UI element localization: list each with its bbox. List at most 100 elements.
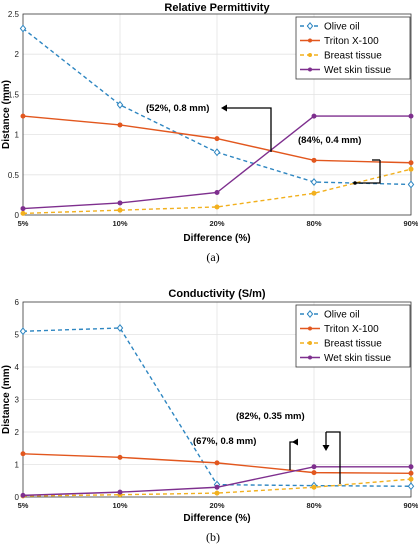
data-point: [311, 484, 317, 490]
legend-label: Wet skin tissue: [324, 65, 391, 76]
legend-label: Breast tissue: [324, 51, 382, 62]
annotation-arrowhead: [322, 445, 330, 451]
data-point: [408, 470, 414, 476]
data-point: [213, 148, 221, 157]
x-tick-label: 20%: [209, 501, 224, 510]
y-tick-label: 1.5: [8, 90, 20, 99]
data-point: [20, 113, 26, 119]
x-tick-label: 10%: [112, 501, 127, 510]
legend-label: Triton X-100: [324, 324, 379, 335]
legend-label: Breast tissue: [324, 339, 382, 350]
data-point: [311, 190, 317, 196]
y-tick-label: 4: [15, 363, 20, 372]
x-tick-label: 90%: [403, 501, 418, 510]
y-tick-label: 5: [15, 331, 20, 340]
legend-marker: [306, 310, 314, 318]
data-point: [214, 136, 220, 142]
y-axis-label: Distance (mm): [1, 365, 12, 434]
annotation-leader: [227, 107, 272, 152]
annotation-arrowhead: [292, 438, 298, 446]
x-tick-label: 10%: [112, 219, 127, 228]
y-tick-label: 0.5: [8, 171, 20, 180]
x-tick-label: 20%: [209, 219, 224, 228]
legend-marker: [308, 326, 312, 331]
legend-label: Wet skin tissue: [324, 353, 391, 364]
legend-label: Triton X-100: [324, 36, 379, 47]
y-tick-label: 6: [15, 298, 20, 307]
chart-title: Conductivity (S/m): [168, 288, 266, 300]
annotation-point: [353, 181, 357, 185]
legend-marker: [308, 38, 312, 43]
annotation-label: (82%, 0.35 mm): [236, 411, 305, 422]
annotation-label: (67%, 0.8 mm): [193, 436, 256, 447]
annotations: (52%, 0.8 mm) (84%, 0.4 mm) (67%, 0.8 mm) (…: [146, 103, 381, 484]
legend-marker: [308, 67, 312, 72]
data-point: [214, 484, 220, 490]
legend-box: [295, 304, 411, 368]
data-point: [408, 476, 414, 482]
y-tick-label: 1: [15, 131, 20, 140]
x-tick-label: 80%: [306, 219, 321, 228]
data-point: [311, 113, 317, 119]
data-point: [20, 206, 26, 212]
legend-label: Olive oil: [324, 22, 360, 33]
x-axis-label: Difference (%): [183, 513, 250, 524]
data-point: [311, 464, 317, 470]
data-point: [214, 204, 220, 210]
data-point: [214, 189, 220, 195]
data-point: [407, 482, 415, 491]
data-point: [20, 492, 26, 498]
annotation-leader: [326, 431, 341, 484]
chart-title: Relative Permittivity: [164, 2, 270, 14]
x-tick-label: 80%: [306, 501, 321, 510]
data-point: [117, 207, 123, 213]
data-point: [408, 160, 414, 166]
x-axis-label: Difference (%): [183, 233, 250, 244]
data-point: [408, 166, 414, 172]
data-point: [311, 470, 317, 476]
chart-panel-b: 0 1 2 3 4 5 6 5% 10% 20% 80% 90% Conductivity (S/m) D…: [1, 288, 418, 544]
data-point: [20, 210, 26, 216]
y-axis-label: Distance (mm): [1, 80, 12, 149]
series-line-2: [22, 478, 412, 497]
plot-frame: [22, 301, 412, 498]
data-point: [311, 157, 317, 163]
legend-label: Olive oil: [324, 310, 360, 321]
y-tick-label: 1: [15, 461, 20, 470]
y-tick-label: 2: [15, 50, 20, 59]
panel-caption: (b): [206, 530, 220, 544]
y-tick-label: 0: [15, 211, 20, 220]
data-point: [310, 178, 318, 187]
x-tick-label: 5%: [18, 501, 29, 510]
data-point: [19, 327, 27, 336]
annotation-leader: [355, 160, 381, 184]
panel-caption: (a): [206, 250, 219, 264]
y-tick-label: 2: [15, 428, 20, 437]
data-point: [20, 451, 26, 457]
x-tick-label: 90%: [403, 219, 418, 228]
data-point: [117, 122, 123, 128]
legend-marker: [308, 53, 312, 57]
x-tick-label: 5%: [18, 219, 29, 228]
data-point: [116, 324, 124, 332]
annotation-arrowhead: [221, 104, 227, 112]
series-line-2: [22, 168, 412, 215]
data-point: [408, 464, 414, 470]
data-point: [408, 113, 414, 119]
data-point: [116, 100, 124, 109]
legend-marker: [306, 22, 314, 30]
y-tick-label: 2.5: [8, 10, 20, 19]
data-point: [19, 24, 27, 33]
y-tick-label: 3: [15, 396, 20, 405]
y-tick-label: 0: [15, 493, 20, 502]
legend-box: [295, 16, 411, 80]
annotation-label: (52%, 0.8 mm): [146, 103, 209, 114]
data-point: [117, 489, 123, 495]
data-point: [214, 490, 220, 496]
data-point: [117, 454, 123, 460]
data-point: [214, 460, 220, 466]
chart-panel-a: 0 0.5 1 1.5 2 2.5 5% 10% 20% 80% 90% Relative Permi…: [1, 2, 418, 264]
legend-marker: [308, 355, 312, 360]
annotation-label: (84%, 0.4 mm): [298, 135, 361, 146]
